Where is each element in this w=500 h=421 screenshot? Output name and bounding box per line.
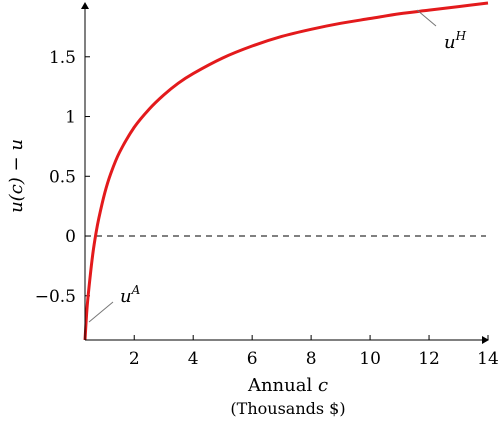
y-ticks: −0.5 0 0.5 1 1.5 <box>35 48 90 307</box>
x-tick-label: 6 <box>247 349 258 369</box>
series-line <box>83 1 489 341</box>
x-tick-label: 14 <box>477 349 499 369</box>
x-tick-label: 2 <box>129 349 140 369</box>
x-ticks: 2 4 6 8 10 12 14 <box>129 335 499 369</box>
y-tick-label: −0.5 <box>35 287 76 307</box>
x-tick-label: 10 <box>359 349 381 369</box>
annotation-h-leader <box>416 9 437 27</box>
y-tick-label: 1.5 <box>49 48 76 68</box>
y-axis-title: u(c) − u <box>6 139 27 213</box>
x-tick-label: 12 <box>418 349 440 369</box>
y-tick-label: 0 <box>65 227 76 247</box>
y-tick-label: 0.5 <box>49 167 76 187</box>
annotation-h: uH <box>444 29 467 53</box>
x-tick-label: 8 <box>306 349 317 369</box>
annotation-a: uA <box>120 283 141 307</box>
x-tick-label: 4 <box>188 349 199 369</box>
x-axis-title: Annual c <box>247 375 328 396</box>
y-tick-label: 1 <box>65 108 76 128</box>
annotation-a-leader <box>88 301 114 323</box>
x-axis-unit: (Thousands $) <box>230 399 345 418</box>
